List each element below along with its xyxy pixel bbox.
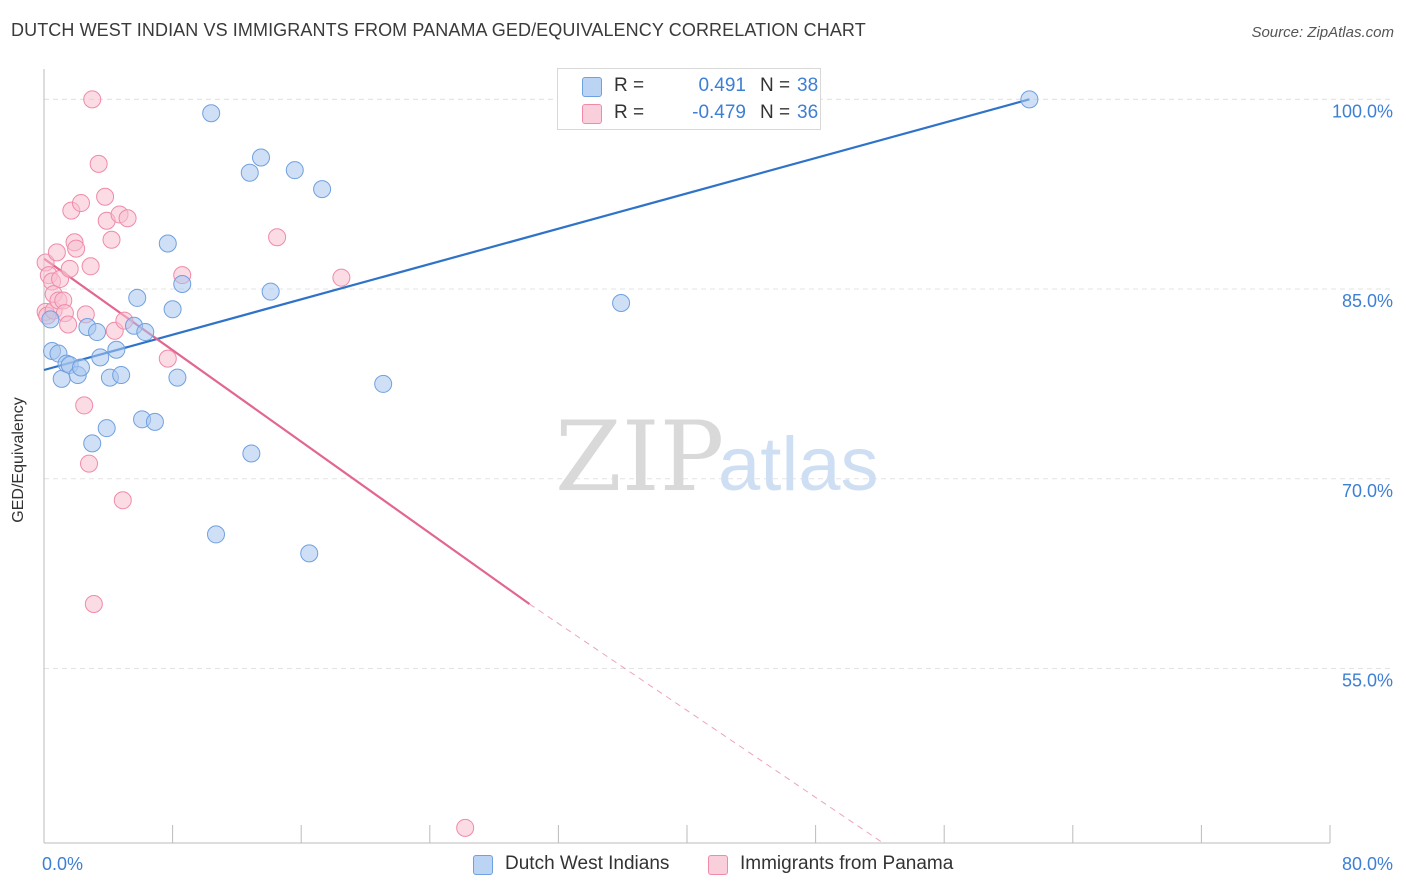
trend-lines: [43, 98, 1030, 844]
data-point-dutch-west-indians: [1020, 90, 1039, 109]
legend-n-label: N =: [760, 102, 791, 123]
x-tick-label: 0.0%: [42, 854, 83, 874]
data-points: [36, 90, 1039, 837]
trend-line-immigrants-from-panama: [43, 257, 531, 605]
legend-r-label: R =: [614, 102, 645, 123]
legend-n-label: N =: [760, 75, 791, 96]
axes: [43, 69, 1331, 844]
data-point-dutch-west-indians: [97, 419, 116, 438]
data-point-dutch-west-indians: [313, 180, 332, 199]
data-point-immigrants-from-panama: [71, 194, 90, 213]
legend-r-value: -0.479: [692, 102, 746, 123]
y-tick-label: 55.0%: [1342, 670, 1393, 690]
y-tick-label: 70.0%: [1342, 481, 1393, 501]
data-point-dutch-west-indians: [374, 374, 393, 393]
data-point-dutch-west-indians: [207, 525, 226, 544]
data-point-dutch-west-indians: [285, 161, 304, 180]
data-point-immigrants-from-panama: [113, 491, 132, 510]
data-point-dutch-west-indians: [88, 323, 107, 342]
legend-swatch-blue: [473, 855, 493, 875]
legend-r-value: 0.491: [698, 75, 746, 96]
data-point-dutch-west-indians: [145, 412, 164, 431]
data-point-dutch-west-indians: [261, 282, 280, 301]
trend-line-dutch-west-indians: [43, 98, 1030, 372]
data-point-dutch-west-indians: [107, 340, 126, 359]
data-point-dutch-west-indians: [202, 104, 221, 123]
source-label: Source: ZipAtlas.com: [1251, 24, 1394, 41]
data-point-dutch-west-indians: [83, 434, 102, 453]
data-point-immigrants-from-panama: [67, 239, 86, 258]
data-point-dutch-west-indians: [300, 544, 319, 563]
data-point-immigrants-from-panama: [89, 154, 108, 173]
data-point-immigrants-from-panama: [102, 230, 121, 249]
data-point-immigrants-from-panama: [80, 454, 99, 473]
legend-n-value: 38: [797, 75, 819, 96]
legend-label: Immigrants from Panama: [740, 853, 954, 874]
data-point-immigrants-from-panama: [268, 228, 287, 247]
legend-n-value: 36: [797, 102, 819, 123]
data-point-immigrants-from-panama: [83, 90, 102, 109]
data-point-immigrants-from-panama: [332, 268, 351, 287]
data-point-immigrants-from-panama: [60, 259, 79, 278]
data-point-immigrants-from-panama: [75, 396, 94, 415]
data-point-immigrants-from-panama: [158, 349, 177, 368]
chart-title: DUTCH WEST INDIAN VS IMMIGRANTS FROM PAN…: [11, 20, 866, 40]
watermark: ZIP atlas: [555, 401, 879, 513]
data-point-immigrants-from-panama: [96, 187, 115, 206]
data-point-immigrants-from-panama: [84, 594, 103, 613]
data-point-dutch-west-indians: [112, 366, 131, 385]
data-point-dutch-west-indians: [41, 310, 60, 329]
trend-extension-immigrants-from-panama: [529, 603, 884, 844]
data-point-immigrants-from-panama: [59, 315, 78, 334]
data-point-dutch-west-indians: [252, 148, 271, 167]
data-point-immigrants-from-panama: [81, 257, 100, 276]
watermark-atlas: atlas: [718, 422, 879, 507]
data-point-dutch-west-indians: [242, 444, 261, 463]
legend-swatch-pink: [708, 855, 728, 875]
stats-legend: R = 0.491 N = 38 R = -0.479 N = 36: [557, 68, 821, 130]
data-point-dutch-west-indians: [136, 323, 155, 342]
data-point-dutch-west-indians: [158, 234, 177, 253]
data-point-dutch-west-indians: [168, 368, 187, 387]
tick-labels: 100.0% 85.0% 70.0% 55.0% 0.0% 80.0%: [42, 101, 1393, 874]
data-point-dutch-west-indians: [91, 348, 110, 367]
x-tick-label: 80.0%: [1342, 854, 1393, 874]
data-point-immigrants-from-panama: [456, 818, 475, 837]
legend-label: Dutch West Indians: [505, 853, 670, 874]
data-point-dutch-west-indians: [240, 163, 259, 182]
legend-swatch-pink: [582, 104, 602, 124]
data-point-dutch-west-indians: [163, 300, 182, 319]
data-point-immigrants-from-panama: [118, 209, 137, 228]
data-point-immigrants-from-panama: [47, 243, 66, 262]
legend-swatch-blue: [582, 77, 602, 97]
watermark-zip: ZIP: [555, 401, 724, 513]
legend-r-label: R =: [614, 75, 645, 96]
data-point-dutch-west-indians: [128, 288, 147, 307]
y-tick-label: 85.0%: [1342, 291, 1393, 311]
data-point-dutch-west-indians: [173, 275, 192, 293]
data-point-dutch-west-indians: [612, 293, 631, 312]
y-tick-label: 100.0%: [1332, 101, 1393, 121]
y-axis-label: GED/Equivalency: [10, 397, 27, 523]
data-point-dutch-west-indians: [71, 358, 90, 377]
